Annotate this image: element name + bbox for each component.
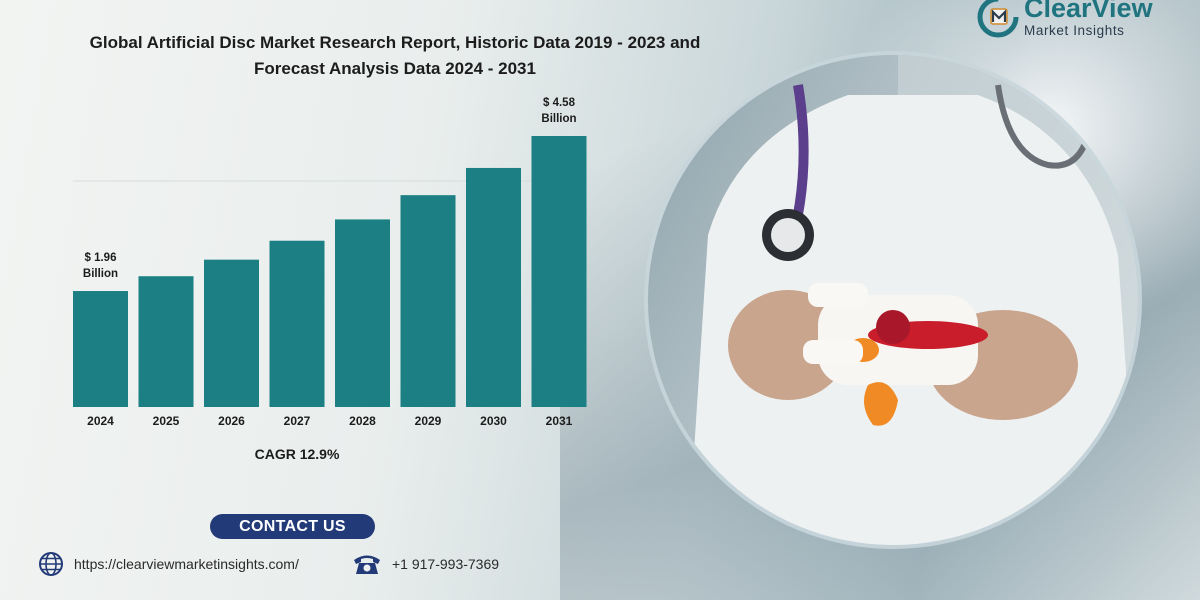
x-tick-label-2024: 2024 bbox=[87, 414, 114, 428]
bar-2025 bbox=[138, 276, 194, 407]
title-line-1: Global Artificial Disc Market Research R… bbox=[89, 33, 701, 52]
bar-2024 bbox=[73, 291, 128, 407]
bar-chart: 2024 2025 2026 2027 2028 2029 2030 2031 $ 1.96 Bi… bbox=[73, 97, 587, 462]
data-label-unit-2024: Billion bbox=[83, 268, 118, 280]
bar-2026 bbox=[204, 259, 259, 407]
title-line-2: Forecast Analysis Data 2024 - 2031 bbox=[254, 59, 536, 78]
x-tick-label-2026: 2026 bbox=[218, 414, 245, 428]
brand-name: ClearView bbox=[1024, 0, 1153, 23]
x-tick-label-2030: 2030 bbox=[480, 414, 507, 428]
x-tick-label-2029: 2029 bbox=[415, 414, 442, 428]
doctor-spine-model-photo bbox=[648, 55, 1138, 545]
bar-2029 bbox=[400, 195, 456, 407]
globe-icon bbox=[38, 552, 64, 576]
phone-number[interactable]: +1 917-993-7369 bbox=[392, 556, 500, 572]
bar-2027 bbox=[269, 240, 325, 407]
data-label-unit-2031: Billion bbox=[541, 113, 576, 125]
contact-us-button[interactable]: CONTACT US bbox=[210, 514, 375, 539]
cagr-label: CAGR 12.9% bbox=[255, 446, 340, 462]
brand-subtitle: Market Insights bbox=[1024, 22, 1125, 38]
website-link[interactable]: https://clearviewmarketinsights.com/ bbox=[38, 552, 299, 576]
phone-icon bbox=[352, 552, 382, 576]
page-title: Global Artificial Disc Market Research R… bbox=[20, 30, 770, 82]
logo-mark-icon bbox=[976, 0, 1020, 39]
x-tick-label-2027: 2027 bbox=[284, 414, 311, 428]
brand-logo: ClearView Market Insights bbox=[976, 0, 1153, 40]
data-label-value-2024: $ 1.96 bbox=[85, 252, 117, 264]
bar-2028 bbox=[335, 219, 390, 407]
data-label-value-2031: $ 4.58 bbox=[543, 97, 576, 109]
x-tick-label-2031: 2031 bbox=[546, 414, 573, 428]
x-tick-label-2028: 2028 bbox=[349, 414, 376, 428]
phone-link[interactable]: +1 917-993-7369 bbox=[352, 552, 499, 576]
website-url[interactable]: https://clearviewmarketinsights.com/ bbox=[74, 556, 299, 572]
bar-2030 bbox=[466, 167, 521, 407]
x-tick-label-2025: 2025 bbox=[153, 414, 180, 428]
bar-2031 bbox=[531, 136, 587, 407]
